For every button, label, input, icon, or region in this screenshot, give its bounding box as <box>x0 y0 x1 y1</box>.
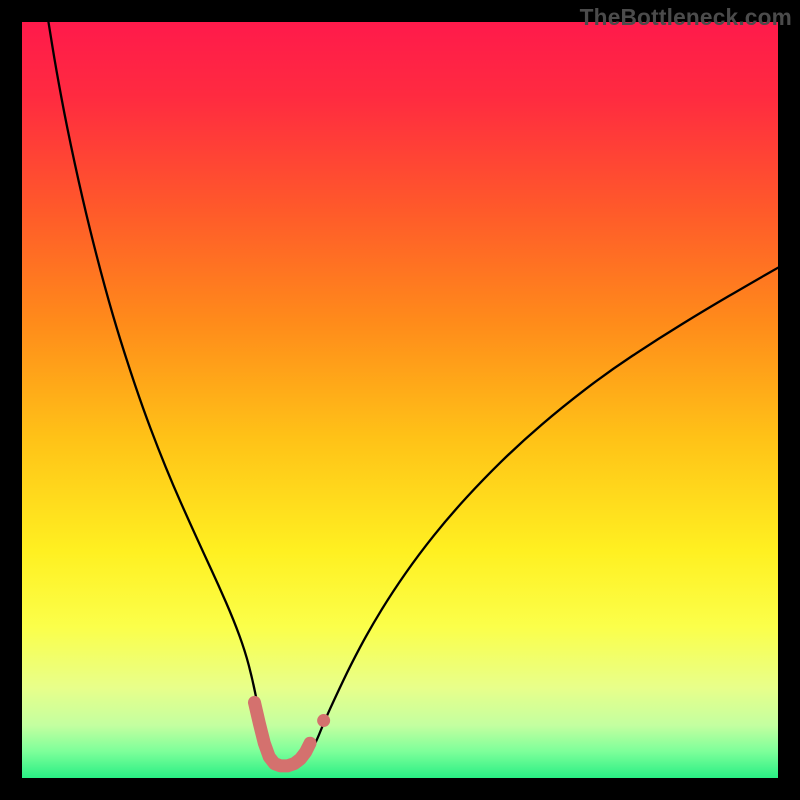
chart-root: TheBottleneck.com <box>0 0 800 800</box>
plot-gradient-background <box>22 22 778 778</box>
trough-highlight-marker <box>317 714 330 727</box>
watermark-text: TheBottleneck.com <box>580 4 792 31</box>
chart-svg <box>0 0 800 800</box>
plot-area <box>22 22 778 778</box>
